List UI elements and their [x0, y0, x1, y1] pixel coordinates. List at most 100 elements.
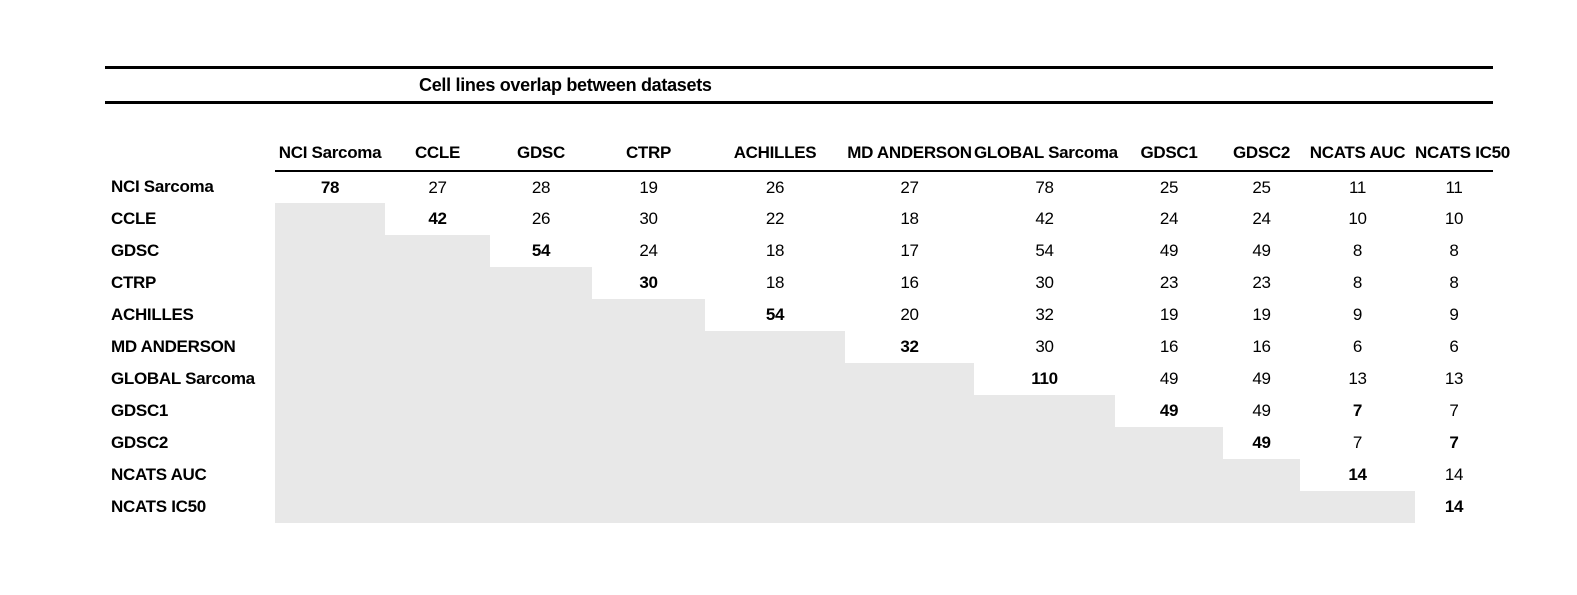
- shaded-cell: [592, 427, 705, 459]
- shaded-cell: [275, 427, 385, 459]
- shaded-cell: [705, 459, 845, 491]
- column-header-achilles: ACHILLES: [705, 131, 845, 172]
- overlap-cell-gdsc2-ncats-ic50: 7: [1449, 433, 1459, 452]
- overlap-cell-nci-sarcoma-global-sarcoma: 78: [1035, 177, 1054, 197]
- shaded-cell: [275, 363, 385, 395]
- overlap-cell-global-sarcoma-ncats-auc: 13: [1348, 369, 1367, 388]
- shaded-cell: [845, 395, 974, 427]
- shaded-cell: [1300, 491, 1415, 523]
- shaded-cell: [275, 267, 385, 299]
- shaded-cell: [974, 459, 1115, 491]
- title-bottom-rule: [105, 101, 1493, 104]
- shaded-cell: [275, 395, 385, 427]
- shaded-cell: [974, 491, 1115, 523]
- shaded-cell: [974, 427, 1115, 459]
- overlap-cell-ccle-gdsc: 26: [531, 209, 551, 228]
- shaded-cell: [1223, 459, 1300, 491]
- shaded-cell: [592, 491, 705, 523]
- overlap-cell-nci-sarcoma-ncats-auc: 11: [1348, 177, 1367, 197]
- overlap-cell-ctrp-achilles: 18: [765, 273, 785, 292]
- row-label-gdsc1: GDSC1: [111, 401, 169, 420]
- overlap-cell-gdsc-ncats-ic50: 8: [1449, 241, 1459, 260]
- overlap-cell-nci-sarcoma-ctrp: 19: [639, 177, 658, 197]
- shaded-cell: [385, 267, 490, 299]
- overlap-cell-achilles-md-anderson: 20: [900, 305, 919, 324]
- overlap-cell-md-anderson-md-anderson: 32: [900, 337, 919, 356]
- overlap-cell-gdsc-global-sarcoma: 54: [1035, 241, 1054, 260]
- shaded-cell: [275, 235, 385, 267]
- overlap-cell-ccle-gdsc1: 24: [1159, 209, 1179, 228]
- shaded-cell: [275, 299, 385, 331]
- row-label-nci-sarcoma: NCI Sarcoma: [111, 177, 214, 196]
- overlap-cell-gdsc-gdsc2: 49: [1252, 241, 1271, 260]
- shaded-cell: [974, 395, 1115, 427]
- overlap-cell-achilles-ncats-auc: 9: [1352, 305, 1363, 324]
- shaded-cell: [1115, 459, 1223, 491]
- overlap-cell-ccle-ncats-ic50: 10: [1444, 209, 1464, 228]
- column-header-ccle: CCLE: [385, 131, 490, 172]
- shaded-cell: [490, 395, 592, 427]
- shaded-cell: [705, 363, 845, 395]
- shaded-cell: [490, 427, 592, 459]
- overlap-cell-ncats-auc-ncats-auc: 14: [1348, 465, 1367, 484]
- column-header-ncats-auc: NCATS AUC: [1300, 131, 1415, 172]
- corner-cell: [105, 131, 275, 171]
- overlap-cell-nci-sarcoma-gdsc1: 25: [1159, 177, 1179, 197]
- overlap-cell-achilles-gdsc1: 19: [1159, 305, 1179, 324]
- shaded-cell: [275, 459, 385, 491]
- overlap-cell-ccle-achilles: 22: [765, 209, 785, 228]
- overlap-cell-gdsc-gdsc: 54: [531, 241, 551, 260]
- overlap-cell-nci-sarcoma-md-anderson: 27: [900, 177, 919, 197]
- overlap-cell-gdsc-ncats-auc: 8: [1352, 241, 1363, 260]
- overlap-cell-global-sarcoma-ncats-ic50: 13: [1444, 369, 1464, 388]
- shaded-cell: [705, 491, 845, 523]
- shaded-cell: [385, 427, 490, 459]
- table-row-gdsc: GDSC 54 24 18 17 54 49 49 8 8: [105, 235, 1493, 267]
- shaded-cell: [275, 331, 385, 363]
- column-header-ctrp: CTRP: [592, 131, 705, 172]
- shaded-cell: [705, 427, 845, 459]
- shaded-cell: [385, 331, 490, 363]
- shaded-cell: [845, 363, 974, 395]
- shaded-cell: [705, 331, 845, 363]
- overlap-cell-achilles-achilles: 54: [765, 305, 785, 324]
- shaded-cell: [845, 491, 974, 523]
- shaded-cell: [275, 491, 385, 523]
- overlap-cell-global-sarcoma-gdsc1: 49: [1159, 369, 1179, 388]
- table-title: Cell lines overlap between datasets: [419, 74, 712, 95]
- column-header-gdsc: GDSC: [490, 131, 592, 172]
- overlap-cell-nci-sarcoma-achilles: 26: [765, 177, 785, 197]
- row-label-ncats-ic50: NCATS IC50: [111, 497, 206, 516]
- overlap-cell-nci-sarcoma-gdsc2: 25: [1252, 177, 1271, 197]
- table-row-gdsc2: GDSC2 49 7 7: [105, 427, 1493, 459]
- shaded-cell: [385, 299, 490, 331]
- overlap-cell-md-anderson-ncats-ic50: 6: [1449, 337, 1459, 356]
- header-row: NCI Sarcoma CCLE GDSC CTRP ACHILLES MD ANDERS…: [105, 131, 1510, 172]
- overlap-cell-md-anderson-global-sarcoma: 30: [1035, 337, 1054, 356]
- shaded-cell: [592, 395, 705, 427]
- row-label-ncats-auc: NCATS AUC: [111, 465, 207, 484]
- shaded-cell: [275, 203, 385, 235]
- row-label-gdsc: GDSC: [111, 241, 159, 260]
- overlap-cell-achilles-gdsc2: 19: [1252, 305, 1271, 324]
- table-row-ccle: CCLE 42 26 30 22 18 42 24 24 10 10: [105, 203, 1493, 235]
- overlap-cell-global-sarcoma-global-sarcoma: 110: [1031, 369, 1058, 388]
- row-label-gdsc2: GDSC2: [111, 433, 169, 452]
- overlap-cell-ctrp-gdsc2: 23: [1252, 273, 1271, 292]
- shaded-cell: [592, 459, 705, 491]
- table-row-global-sarcoma: GLOBAL Sarcoma 110 49 49 13 13: [105, 363, 1493, 395]
- overlap-cell-gdsc1-ncats-auc: 7: [1352, 401, 1363, 420]
- shaded-cell: [385, 459, 490, 491]
- table-row-ctrp: CTRP 30 18 16 30 23 23 8 8: [105, 267, 1493, 299]
- column-header-gdsc1: GDSC1: [1115, 131, 1223, 172]
- shaded-cell: [490, 491, 592, 523]
- overlap-cell-gdsc-achilles: 18: [765, 241, 785, 260]
- overlap-cell-achilles-ncats-ic50: 9: [1449, 305, 1459, 324]
- overlap-cell-ccle-ccle: 42: [428, 209, 447, 228]
- column-header-gdsc2: GDSC2: [1223, 131, 1300, 172]
- shaded-cell: [490, 299, 592, 331]
- shaded-cell: [385, 363, 490, 395]
- overlap-cell-ctrp-ctrp: 30: [639, 273, 658, 292]
- column-header-nci-sarcoma: NCI Sarcoma: [275, 131, 385, 172]
- table-row-md-anderson: MD ANDERSON 32 30 16 16 6 6: [105, 331, 1493, 363]
